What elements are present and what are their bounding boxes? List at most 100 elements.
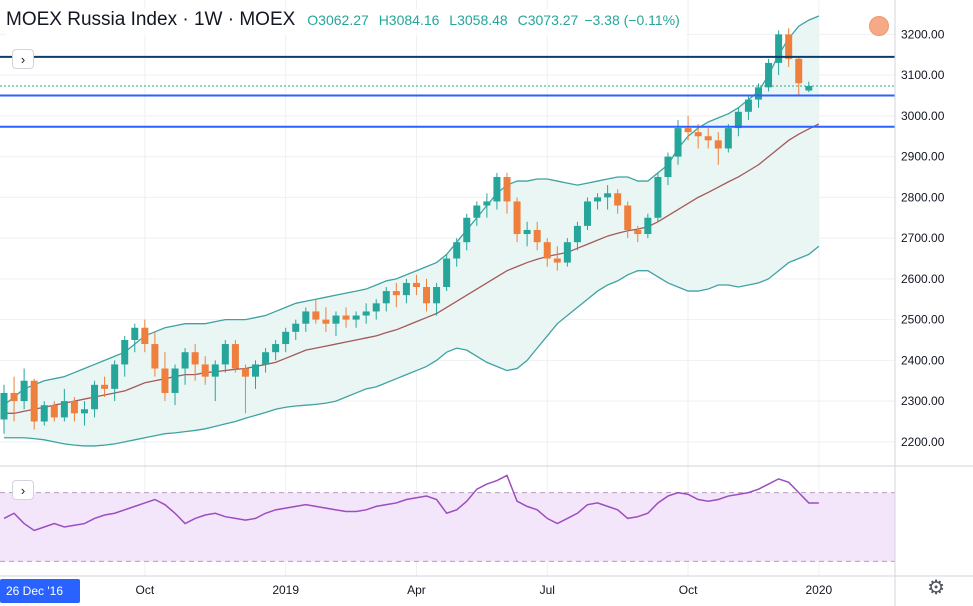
rsi-pane[interactable]: 50.0075.00 xyxy=(0,474,931,562)
candle-body[interactable] xyxy=(201,364,209,377)
y-tick-label: 2500.00 xyxy=(901,313,945,327)
candle-series[interactable] xyxy=(0,28,813,434)
candle-body[interactable] xyxy=(785,34,793,59)
chevron-right-icon: › xyxy=(20,482,26,498)
candle-body[interactable] xyxy=(583,201,591,226)
candle-body[interactable] xyxy=(674,128,682,157)
candle-body[interactable] xyxy=(91,384,99,410)
candle-body[interactable] xyxy=(483,201,491,206)
price-lines[interactable]: 3144.923073.273049.882973.31 xyxy=(0,46,973,137)
candle-body[interactable] xyxy=(30,380,38,422)
candle-body[interactable] xyxy=(111,364,119,389)
candle-body[interactable] xyxy=(624,205,632,230)
candle-body[interactable] xyxy=(332,315,340,324)
candle-body[interactable] xyxy=(382,291,390,304)
candle-body[interactable] xyxy=(60,401,68,418)
candle-body[interactable] xyxy=(352,315,360,320)
candle-body[interactable] xyxy=(121,339,129,365)
candle-body[interactable] xyxy=(241,368,249,377)
candle-body[interactable] xyxy=(362,311,370,316)
candle-body[interactable] xyxy=(755,87,762,100)
candle-body[interactable] xyxy=(513,201,521,235)
candle-body[interactable] xyxy=(272,344,280,353)
candle-body[interactable] xyxy=(131,327,139,340)
candle-body[interactable] xyxy=(664,156,672,177)
x-tick-label: Oct xyxy=(136,583,155,597)
price-axis-panel xyxy=(895,0,973,606)
candle-body[interactable] xyxy=(805,86,813,91)
gear-icon[interactable]: ⚙ xyxy=(927,577,945,599)
candle-body[interactable] xyxy=(151,344,159,369)
candle-body[interactable] xyxy=(443,258,451,288)
candle-body[interactable] xyxy=(533,229,541,243)
collapse-rsi-button[interactable]: › xyxy=(12,480,34,500)
candle-body[interactable] xyxy=(372,303,380,312)
candle-body[interactable] xyxy=(50,405,58,418)
candle-body[interactable] xyxy=(493,176,501,202)
candle-body[interactable] xyxy=(744,99,752,112)
candle-body[interactable] xyxy=(191,352,199,365)
ohlc-values: O3062.27 H3084.16 L3058.48 C3073.27 xyxy=(307,12,584,28)
candle-body[interactable] xyxy=(282,331,290,345)
candle-body[interactable] xyxy=(211,364,219,377)
collapse-main-button[interactable]: › xyxy=(12,49,34,69)
candle-body[interactable] xyxy=(704,136,712,141)
candle-body[interactable] xyxy=(392,291,400,296)
candle-body[interactable] xyxy=(775,34,783,63)
candle-body[interactable] xyxy=(20,380,28,402)
market-status-icon[interactable] xyxy=(869,16,889,36)
candle-body[interactable] xyxy=(221,344,229,365)
candle-body[interactable] xyxy=(412,282,420,288)
candle-body[interactable] xyxy=(161,368,169,393)
candle-body[interactable] xyxy=(181,352,189,369)
candle-body[interactable] xyxy=(302,311,310,324)
candle-body[interactable] xyxy=(312,311,320,320)
candle-body[interactable] xyxy=(724,128,732,149)
candle-body[interactable] xyxy=(322,319,330,324)
candle-body[interactable] xyxy=(262,352,270,365)
candle-body[interactable] xyxy=(684,128,692,133)
candle-body[interactable] xyxy=(553,258,561,263)
bb-lower-line xyxy=(4,245,820,447)
candle-body[interactable] xyxy=(765,62,773,88)
candle-body[interactable] xyxy=(614,193,622,206)
symbol-title: MOEX Russia Index · 1W · MOEX xyxy=(6,9,296,30)
candle-body[interactable] xyxy=(523,229,531,235)
candle-body[interactable] xyxy=(80,409,88,414)
candle-body[interactable] xyxy=(694,132,702,137)
candle-body[interactable] xyxy=(171,368,179,393)
candle-body[interactable] xyxy=(423,287,431,304)
candle-body[interactable] xyxy=(141,327,149,345)
candle-body[interactable] xyxy=(634,229,642,235)
candle-body[interactable] xyxy=(453,242,461,259)
candle-body[interactable] xyxy=(714,140,722,149)
candle-body[interactable] xyxy=(252,364,259,377)
candle-body[interactable] xyxy=(342,315,350,320)
candle-body[interactable] xyxy=(795,58,803,84)
candle-body[interactable] xyxy=(543,242,551,259)
candle-body[interactable] xyxy=(40,405,48,422)
candle-body[interactable] xyxy=(10,392,18,402)
candle-body[interactable] xyxy=(503,176,511,202)
candle-body[interactable] xyxy=(563,242,571,263)
candle-body[interactable] xyxy=(231,344,239,369)
candle-body[interactable] xyxy=(433,287,441,304)
candle-body[interactable] xyxy=(0,392,8,420)
candle-body[interactable] xyxy=(402,282,410,296)
rsi-band-fill xyxy=(0,492,895,562)
candle-body[interactable] xyxy=(654,176,662,218)
candle-body[interactable] xyxy=(70,401,78,414)
rsi-line[interactable] xyxy=(3,474,819,532)
candle-body[interactable] xyxy=(101,384,109,389)
candle-body[interactable] xyxy=(292,323,300,332)
candle-body[interactable] xyxy=(734,111,742,129)
candle-body[interactable] xyxy=(463,217,471,243)
candle-body[interactable] xyxy=(573,225,581,243)
candle-body[interactable] xyxy=(644,217,652,235)
candle-body[interactable] xyxy=(604,193,612,198)
y-tick-label: 3200.00 xyxy=(901,27,945,41)
candle-body[interactable] xyxy=(594,197,602,202)
open-value: O3062.27 xyxy=(307,12,369,28)
candle-body[interactable] xyxy=(473,205,481,218)
